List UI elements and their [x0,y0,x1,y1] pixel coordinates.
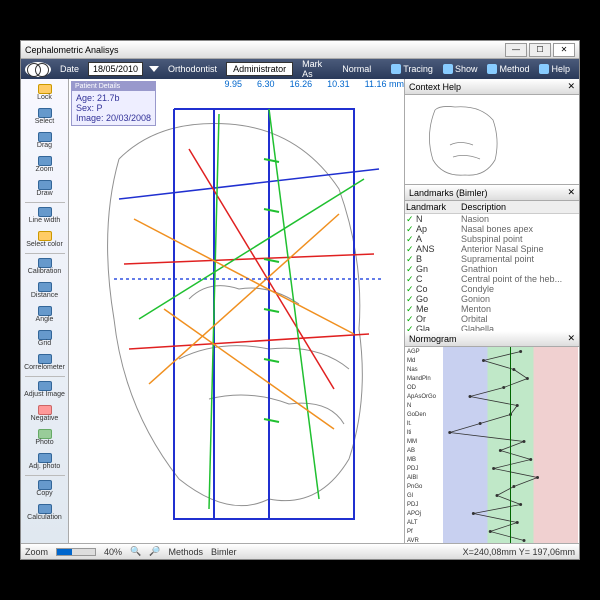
context-help-header: Context Help✕ [405,79,579,95]
dropdown-icon[interactable] [149,66,159,72]
minimize-button[interactable]: — [505,43,527,57]
landmark-row[interactable]: ✓CoCondyle [405,284,579,294]
patient-infobox: Patient Details Age: 21.7b Sex: P Image:… [71,81,156,126]
top-ruler: 9.956.3016.2610.3111.16 mm [225,79,404,91]
close-button[interactable]: ✕ [553,43,575,57]
help-button[interactable]: Help [534,63,575,75]
mode-label: Orthodontist [165,64,220,74]
infobox-header: Patient Details [72,82,155,91]
zoom-value: 40% [104,547,122,557]
tool-distance[interactable]: Distance [23,280,67,302]
user-dropdown[interactable]: Administrator [226,62,293,76]
show-button[interactable]: Show [438,63,483,75]
status-label: Normal [339,64,374,74]
tracing-svg [69,79,404,543]
help-skull-svg [405,95,579,185]
close-icon[interactable]: ✕ [567,333,575,344]
tool-draw[interactable]: Draw [23,178,67,200]
tool-angle[interactable]: Angle [23,304,67,326]
tool-select[interactable]: Select [23,106,67,128]
method-value: Bimler [211,547,237,557]
normogram-header: Normogram✕ [405,331,579,347]
date-field[interactable]: 18/05/2010 [88,62,143,76]
landmark-row[interactable]: ✓OrOrbital [405,314,579,324]
tool-calculation[interactable]: Calculation [23,502,67,524]
landmark-row[interactable]: ✓MeMenton [405,304,579,314]
tool-adjimage[interactable]: Adjust Image [23,379,67,401]
tool-photo[interactable]: Photo [23,427,67,449]
landmark-row[interactable]: ✓ANSAnterior Nasal Spine [405,244,579,254]
right-panel: Context Help✕ Landmarks (Bimler)✕ Landma… [404,79,579,543]
tool-adjphoto[interactable]: Adj. photo [23,451,67,473]
tool-negative[interactable]: Negative [23,403,67,425]
tool-grid[interactable]: Grid [23,328,67,350]
landmarks-table: Landmark Description ✓NNasion✓ApNasal bo… [405,201,579,331]
app-logo-icon [25,62,51,77]
landmark-row[interactable]: ✓CCentral point of the heb... [405,274,579,284]
tool-lock[interactable]: Lock [23,82,67,104]
tool-copy[interactable]: Copy [23,478,67,500]
patient-sex: Sex: P [76,103,151,113]
tracing-canvas[interactable]: Patient Details Age: 21.7b Sex: P Image:… [69,79,404,543]
close-icon[interactable]: ✕ [567,187,575,198]
landmark-row[interactable]: ✓ApNasal bones apex [405,224,579,234]
landmarks-header: Landmarks (Bimler)✕ [405,185,579,201]
tool-zoom[interactable]: Zoom [23,154,67,176]
patient-age: Age: 21.7b [76,93,151,103]
methods-label: Methods [168,547,203,557]
statusbar: Zoom 40% 🔍 🔎 Methods Bimler X=240,08mm Y… [21,543,579,559]
app-window: Cephalometric Analisys — ☐ ✕ Date 18/05/… [20,40,580,560]
normogram-panel: AGPMdNasMandPlnODApAsOrGoNGoDenlt.ltiMMA… [405,347,579,543]
zoom-label: Zoom [25,547,48,557]
tool-linewidth[interactable]: Line width [23,205,67,227]
titlebar: Cephalometric Analisys — ☐ ✕ [21,41,579,59]
landmark-row[interactable]: ✓BSupramental point [405,254,579,264]
markas-label: Mark As [299,59,333,79]
landmark-row[interactable]: ✓GlаGlabella [405,324,579,331]
landmarks-columns: Landmark Description [405,201,579,214]
body: LockSelectDragZoomDraw Line widthSelect c… [21,79,579,543]
tool-calibration[interactable]: Calibration [23,256,67,278]
tool-drag[interactable]: Drag [23,130,67,152]
maximize-button[interactable]: ☐ [529,43,551,57]
patient-image: Image: 20/03/2008 [76,113,151,123]
window-title: Cephalometric Analisys [25,45,119,55]
coords-readout: X=240,08mm Y= 197,06mm [463,547,575,557]
landmark-row[interactable]: ✓ASubspinal point [405,234,579,244]
date-label: Date [57,64,82,74]
context-help-image [405,95,579,185]
tracing-button[interactable]: Tracing [386,63,438,75]
menubar: Date 18/05/2010 Orthodontist Administrat… [21,59,579,79]
landmark-row[interactable]: ✓GnGnathion [405,264,579,274]
left-toolbar: LockSelectDragZoomDraw Line widthSelect c… [21,79,69,543]
method-button[interactable]: Method [482,63,534,75]
zoom-in-icon[interactable]: 🔎 [149,546,160,557]
tool-selcolor[interactable]: Select color [23,229,67,251]
close-icon[interactable]: ✕ [567,81,575,92]
landmark-row[interactable]: ✓GoGonion [405,294,579,304]
landmark-row[interactable]: ✓NNasion [405,214,579,224]
tool-correlometer[interactable]: Correlometer [23,352,67,374]
zoom-out-icon[interactable]: 🔍 [130,546,141,557]
zoom-slider[interactable] [56,548,96,556]
